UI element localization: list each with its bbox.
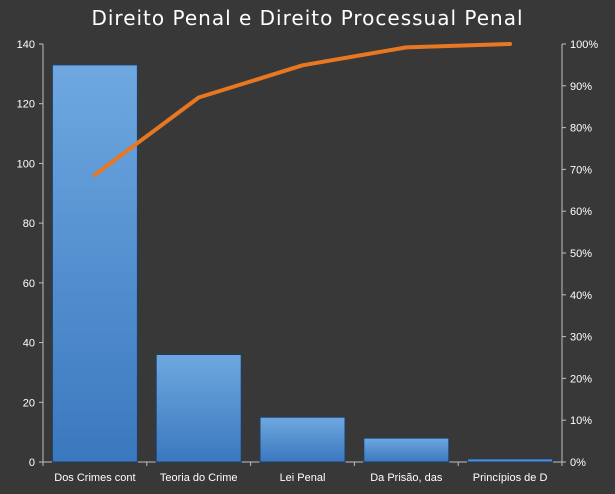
left-tick-label: 140 <box>17 39 35 51</box>
left-tick-label: 100 <box>17 158 35 170</box>
right-tick-label: 90% <box>570 81 592 93</box>
line-point <box>198 97 200 99</box>
category-label: Teoria do Crime <box>160 472 238 484</box>
left-tick-label: 40 <box>23 338 35 350</box>
bar <box>259 416 346 463</box>
line-point <box>94 174 96 176</box>
category-label: Princípios de D <box>473 472 548 484</box>
left-tick-label: 60 <box>23 278 35 290</box>
left-tick-label: 20 <box>23 397 35 409</box>
left-tick-label: 0 <box>29 457 35 469</box>
right-tick-label: 80% <box>570 123 592 135</box>
right-tick-label: 100% <box>570 39 598 51</box>
category-label: Da Prisão, das <box>370 472 443 484</box>
right-tick-label: 40% <box>570 290 592 302</box>
right-tick-label: 70% <box>570 164 592 176</box>
bar-series <box>51 64 554 463</box>
right-tick-label: 20% <box>570 373 592 385</box>
right-tick-label: 0% <box>570 457 586 469</box>
bar <box>51 64 138 463</box>
line-point <box>405 46 407 48</box>
bar <box>363 437 450 463</box>
left-tick-label: 120 <box>17 99 35 111</box>
axis-labels: 0 20 40 60 80 100 120 140 0% 10% 20% 30% 40% 50% 60% 70… <box>17 39 599 484</box>
chart-title: Direito Penal e Direito Processual Penal <box>91 6 524 30</box>
bar <box>155 354 242 463</box>
right-tick-label: 10% <box>570 415 592 427</box>
right-tick-label: 60% <box>570 206 592 218</box>
left-tick-label: 80 <box>23 218 35 230</box>
cumulative-line-series <box>92 42 513 177</box>
bar <box>467 458 554 463</box>
right-tick-label: 50% <box>570 248 592 260</box>
category-label: Lei Penal <box>280 472 326 484</box>
right-tick-label: 30% <box>570 332 592 344</box>
category-label: Dos Crimes cont <box>54 472 135 484</box>
cumulative-line <box>92 42 513 177</box>
line-point <box>302 64 303 66</box>
line-point <box>509 43 511 45</box>
